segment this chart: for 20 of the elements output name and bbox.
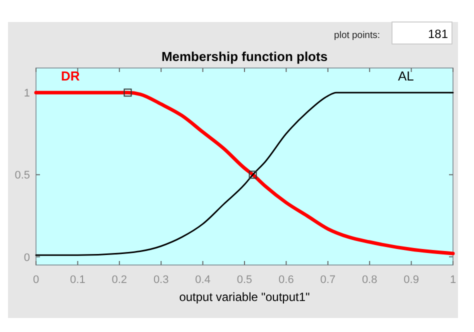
x-tick-label: 0.5 [236,274,252,286]
x-tick-label: 0.9 [404,274,419,286]
x-tick-label: 0.6 [278,274,294,286]
x-tick-label: 0 [32,274,40,286]
chart-title: Membership function plots [161,49,328,64]
x-tick-label: 0.2 [112,274,128,286]
series-label: DR [61,68,80,84]
x-tick-label: 0.4 [195,274,210,286]
x-tick-label: 0.7 [320,274,336,286]
y-tick-label: 1 [24,88,30,100]
y-tick-label: 0 [24,252,30,264]
x-tick-label: 0.3 [153,274,169,286]
y-tick-label: 0.5 [14,170,30,182]
x-tick-label: 1 [450,274,456,286]
x-axis-title: output variable "output1" [179,290,310,304]
x-tick-label: 0.1 [70,274,86,286]
text: 181 [428,27,448,41]
x-tick-label: 0.8 [362,274,378,286]
text: plot points: [334,30,380,41]
series-label: AL [398,68,414,84]
